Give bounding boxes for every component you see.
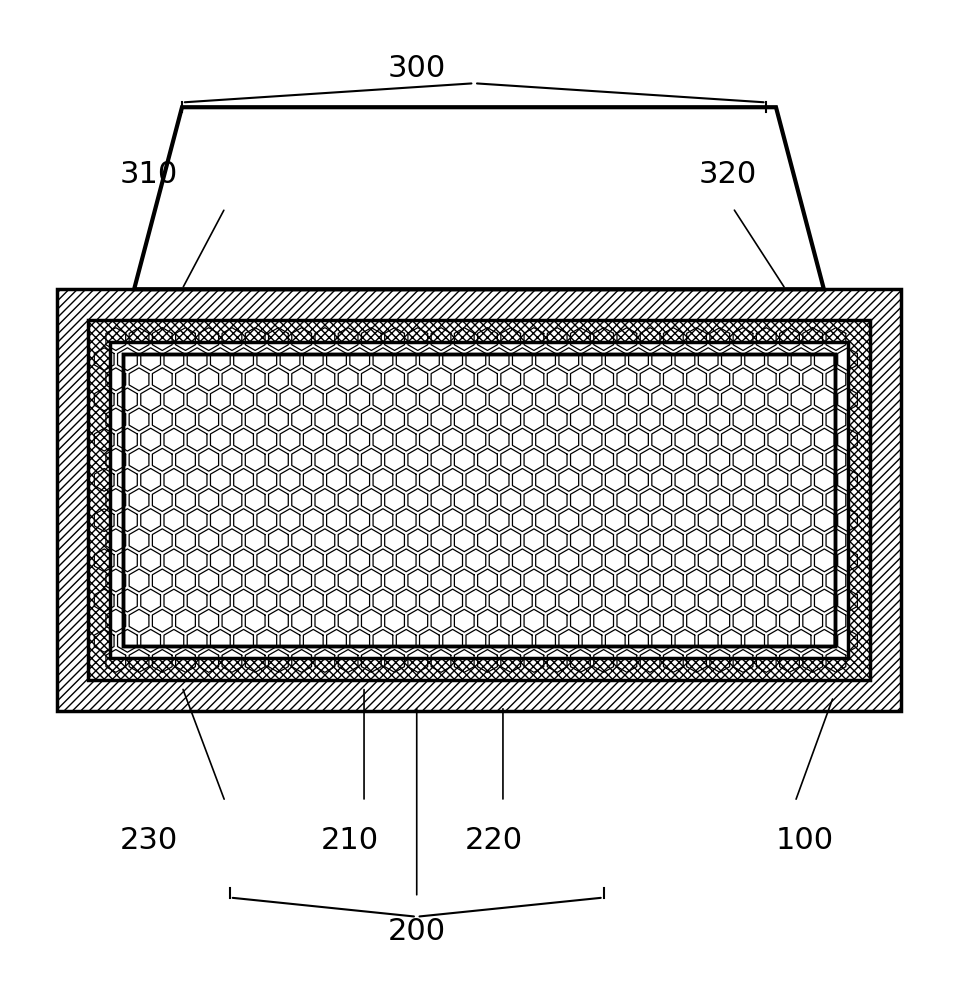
Text: 230: 230	[120, 826, 177, 855]
Bar	[57, 289, 901, 711]
Bar	[123, 354, 835, 646]
Text: 300: 300	[388, 54, 445, 83]
Text: 200: 200	[388, 917, 445, 946]
Text: 220: 220	[465, 826, 522, 855]
Text: 310: 310	[120, 160, 177, 189]
Text: 100: 100	[776, 826, 833, 855]
Bar	[88, 320, 870, 680]
Bar	[123, 354, 835, 646]
Text: 210: 210	[321, 826, 378, 855]
Bar	[123, 354, 835, 646]
Bar	[110, 342, 848, 658]
Text: 320: 320	[699, 160, 757, 189]
